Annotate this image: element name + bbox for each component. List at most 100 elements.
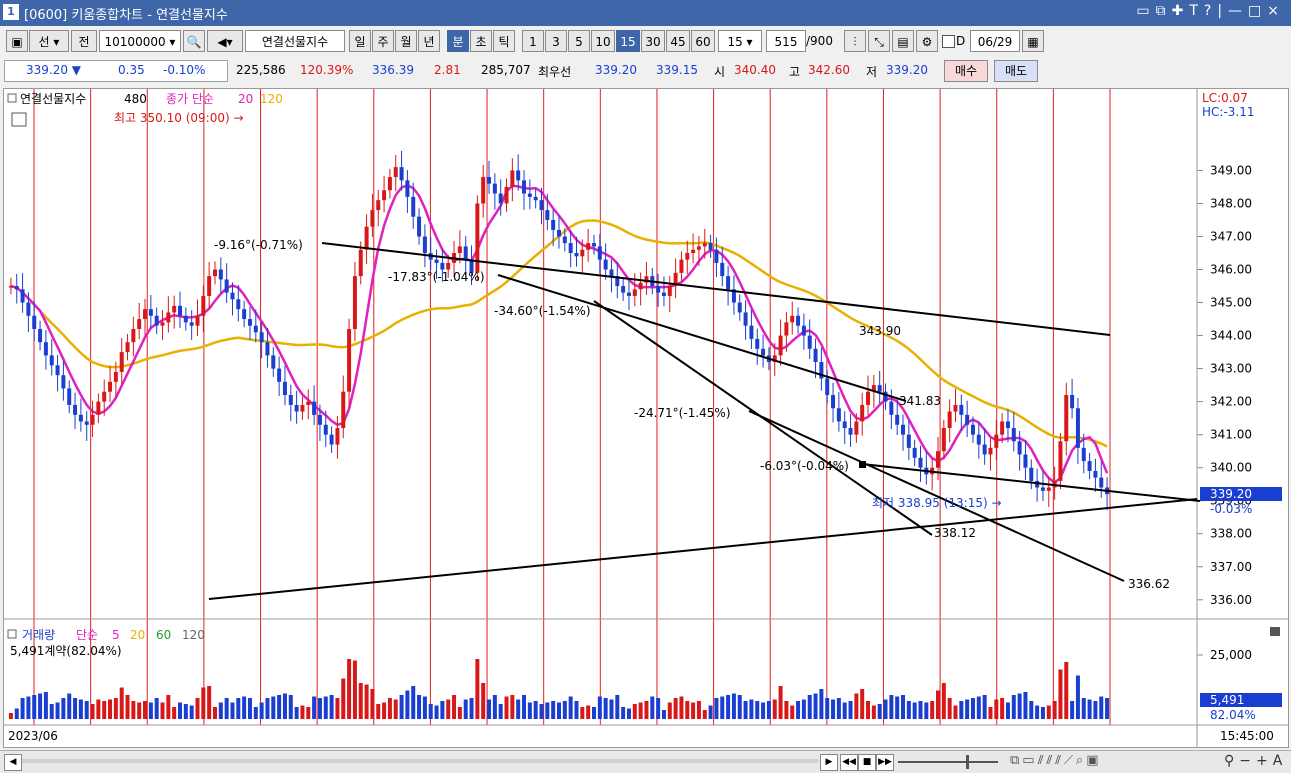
interval-1[interactable]: 1 [522, 30, 544, 52]
period-second[interactable]: 초 [470, 30, 492, 52]
candle-body[interactable] [743, 312, 748, 326]
candle-body[interactable] [218, 269, 223, 280]
interval-15[interactable]: 15 [616, 30, 640, 52]
line-select[interactable]: 선 ▾ [29, 30, 69, 52]
candle-body[interactable] [481, 177, 486, 204]
candle-body[interactable] [1075, 408, 1080, 448]
candle-body[interactable] [854, 421, 859, 435]
candle-body[interactable] [201, 295, 206, 316]
candle-body[interactable] [399, 167, 404, 181]
zoom-slider-handle[interactable] [966, 755, 969, 769]
count-input[interactable]: 515 [766, 30, 806, 52]
candle-body[interactable] [347, 328, 352, 392]
candle-body[interactable] [387, 177, 392, 191]
candle-body[interactable] [294, 404, 299, 412]
candle-body[interactable] [714, 249, 719, 263]
period-week[interactable]: 주 [372, 30, 394, 52]
restore-icon[interactable]: ▭ [1136, 3, 1156, 19]
trendline-2[interactable] [497, 274, 907, 402]
scroll-left-icon[interactable]: ◀ [4, 754, 22, 771]
candle-body[interactable] [78, 414, 83, 422]
candle-body[interactable] [440, 262, 445, 270]
candle-body[interactable] [405, 180, 410, 197]
candle-body[interactable] [836, 408, 841, 422]
candle-body[interactable] [73, 404, 78, 415]
candle-body[interactable] [411, 196, 416, 217]
candle-body[interactable] [761, 348, 766, 356]
candle-body[interactable] [1087, 461, 1092, 471]
candle-body[interactable] [1000, 421, 1005, 435]
speaker-icon[interactable]: ◀▾ [207, 30, 243, 52]
date-input[interactable]: 06/29 [970, 30, 1020, 52]
candle-body[interactable] [1093, 470, 1098, 478]
zoom-out-icon[interactable]: − [1239, 753, 1256, 769]
candle-body[interactable] [667, 286, 672, 296]
candle-body[interactable] [918, 457, 923, 468]
candle-body[interactable] [796, 315, 801, 326]
period-minute[interactable]: 분 [447, 30, 469, 52]
candle-body[interactable] [125, 342, 130, 353]
candle-body[interactable] [702, 243, 707, 247]
candle-body[interactable] [871, 385, 876, 392]
candle-body[interactable] [247, 319, 252, 326]
stop-icon[interactable]: ■ [858, 754, 876, 771]
candle-body[interactable] [84, 421, 89, 425]
candle-body[interactable] [364, 226, 369, 250]
account-code-input[interactable]: 10100000 ▾ [99, 30, 181, 52]
candle-body[interactable] [230, 292, 235, 300]
candle-body[interactable] [154, 315, 159, 326]
candle-body[interactable] [982, 444, 987, 455]
candle-body[interactable] [32, 315, 37, 329]
interval-10[interactable]: 10 [591, 30, 615, 52]
candle-body[interactable] [457, 246, 462, 254]
candle-body[interactable] [586, 243, 591, 250]
candle-body[interactable] [831, 395, 836, 409]
scroll-right-icon[interactable]: ▶ [820, 754, 838, 771]
candle-body[interactable] [195, 315, 200, 326]
candle-body[interactable] [626, 292, 631, 296]
candle-body[interactable] [720, 262, 725, 277]
candle-body[interactable] [282, 381, 287, 396]
scroll-track[interactable] [22, 759, 818, 763]
candle-body[interactable] [941, 428, 946, 452]
trendlines[interactable] [208, 242, 1201, 600]
candle-body[interactable] [883, 391, 888, 402]
trendline-1[interactable] [321, 242, 1111, 336]
candle-body[interactable] [772, 355, 777, 362]
candle-body[interactable] [102, 391, 107, 402]
candle-body[interactable] [691, 249, 696, 254]
volume-legend-box[interactable] [7, 629, 17, 639]
candle-body[interactable] [487, 177, 492, 184]
candle-body[interactable] [172, 305, 177, 313]
candle-body[interactable] [1017, 441, 1022, 455]
candle-body[interactable] [49, 355, 54, 366]
drawing-tools[interactable]: ⧉▭⫽⫽⫽⟋⌕▣ [1010, 753, 1102, 768]
candle-body[interactable] [236, 299, 241, 310]
window-controls[interactable]: ▭⧉✚T?|—□× [1136, 3, 1285, 19]
trendline-curve[interactable] [208, 498, 1198, 600]
candle-body[interactable] [889, 401, 894, 415]
candle-body[interactable] [1099, 477, 1104, 488]
candle-body[interactable] [446, 262, 451, 270]
candle-body[interactable] [160, 322, 165, 326]
candle-body[interactable] [1035, 480, 1040, 488]
last-page-icon[interactable]: ▶▶ [876, 754, 894, 771]
candle-body[interactable] [265, 342, 270, 356]
candle-body[interactable] [306, 401, 311, 405]
panel-close-icon[interactable] [1270, 627, 1280, 636]
candle-body[interactable] [14, 286, 19, 290]
candle-body[interactable] [113, 371, 118, 382]
candle-body[interactable] [212, 269, 217, 277]
candle-body[interactable] [784, 322, 789, 336]
date-checkbox[interactable] [942, 35, 955, 48]
calendar-icon[interactable]: ▦ [1022, 30, 1044, 52]
candle-body[interactable] [475, 203, 480, 273]
candle-body[interactable] [726, 276, 731, 290]
candle-body[interactable] [778, 335, 783, 356]
candle-body[interactable] [341, 391, 346, 429]
draw-icon[interactable]: ⤡ [868, 30, 890, 52]
candle-body[interactable] [1023, 454, 1028, 468]
trendline-4[interactable] [748, 410, 1125, 582]
zoom-controls[interactable]: ⚲−+A [1224, 753, 1287, 769]
candle-body[interactable] [288, 395, 293, 405]
